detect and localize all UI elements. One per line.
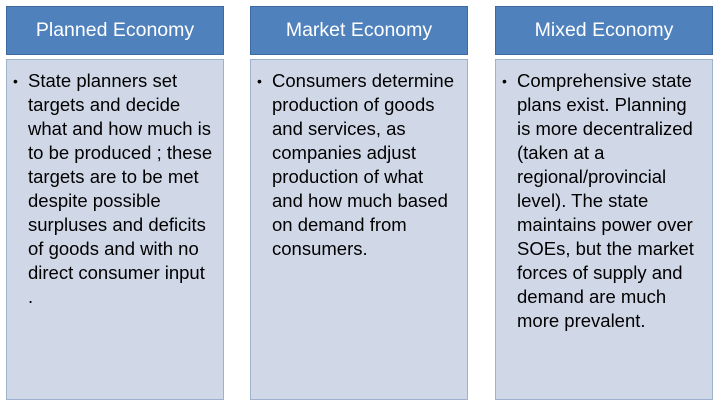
planned-economy-bullet-item: • State planners set targets and decide … [13, 69, 215, 309]
planned-economy-description: State planners set targets and decide wh… [28, 70, 213, 307]
planned-economy-header: Planned Economy [6, 6, 224, 55]
mixed-economy-column: Mixed Economy • Comprehensive state plan… [495, 6, 713, 400]
planned-economy-column: Planned Economy • State planners set tar… [6, 6, 224, 400]
mixed-economy-title: Mixed Economy [534, 19, 674, 41]
planned-economy-body: • State planners set targets and decide … [6, 59, 224, 400]
market-economy-bullet-item: • Consumers determine production of good… [257, 69, 459, 261]
mixed-economy-bullet-item: • Comprehensive state plans exist. Plann… [502, 69, 704, 333]
bullet-dot-icon: • [13, 73, 18, 89]
bullet-dot-icon: • [257, 73, 262, 89]
market-economy-header: Market Economy [250, 6, 468, 55]
market-economy-title: Market Economy [285, 19, 433, 41]
market-economy-body: • Consumers determine production of good… [250, 59, 468, 400]
market-economy-column: Market Economy • Consumers determine pro… [250, 6, 468, 400]
bullet-dot-icon: • [502, 73, 507, 89]
mixed-economy-description: Comprehensive state plans exist. Plannin… [517, 70, 694, 331]
market-economy-description: Consumers determine production of goods … [272, 70, 454, 259]
mixed-economy-body: • Comprehensive state plans exist. Plann… [495, 59, 713, 400]
planned-economy-title: Planned Economy [35, 19, 195, 41]
mixed-economy-header: Mixed Economy [495, 6, 713, 55]
